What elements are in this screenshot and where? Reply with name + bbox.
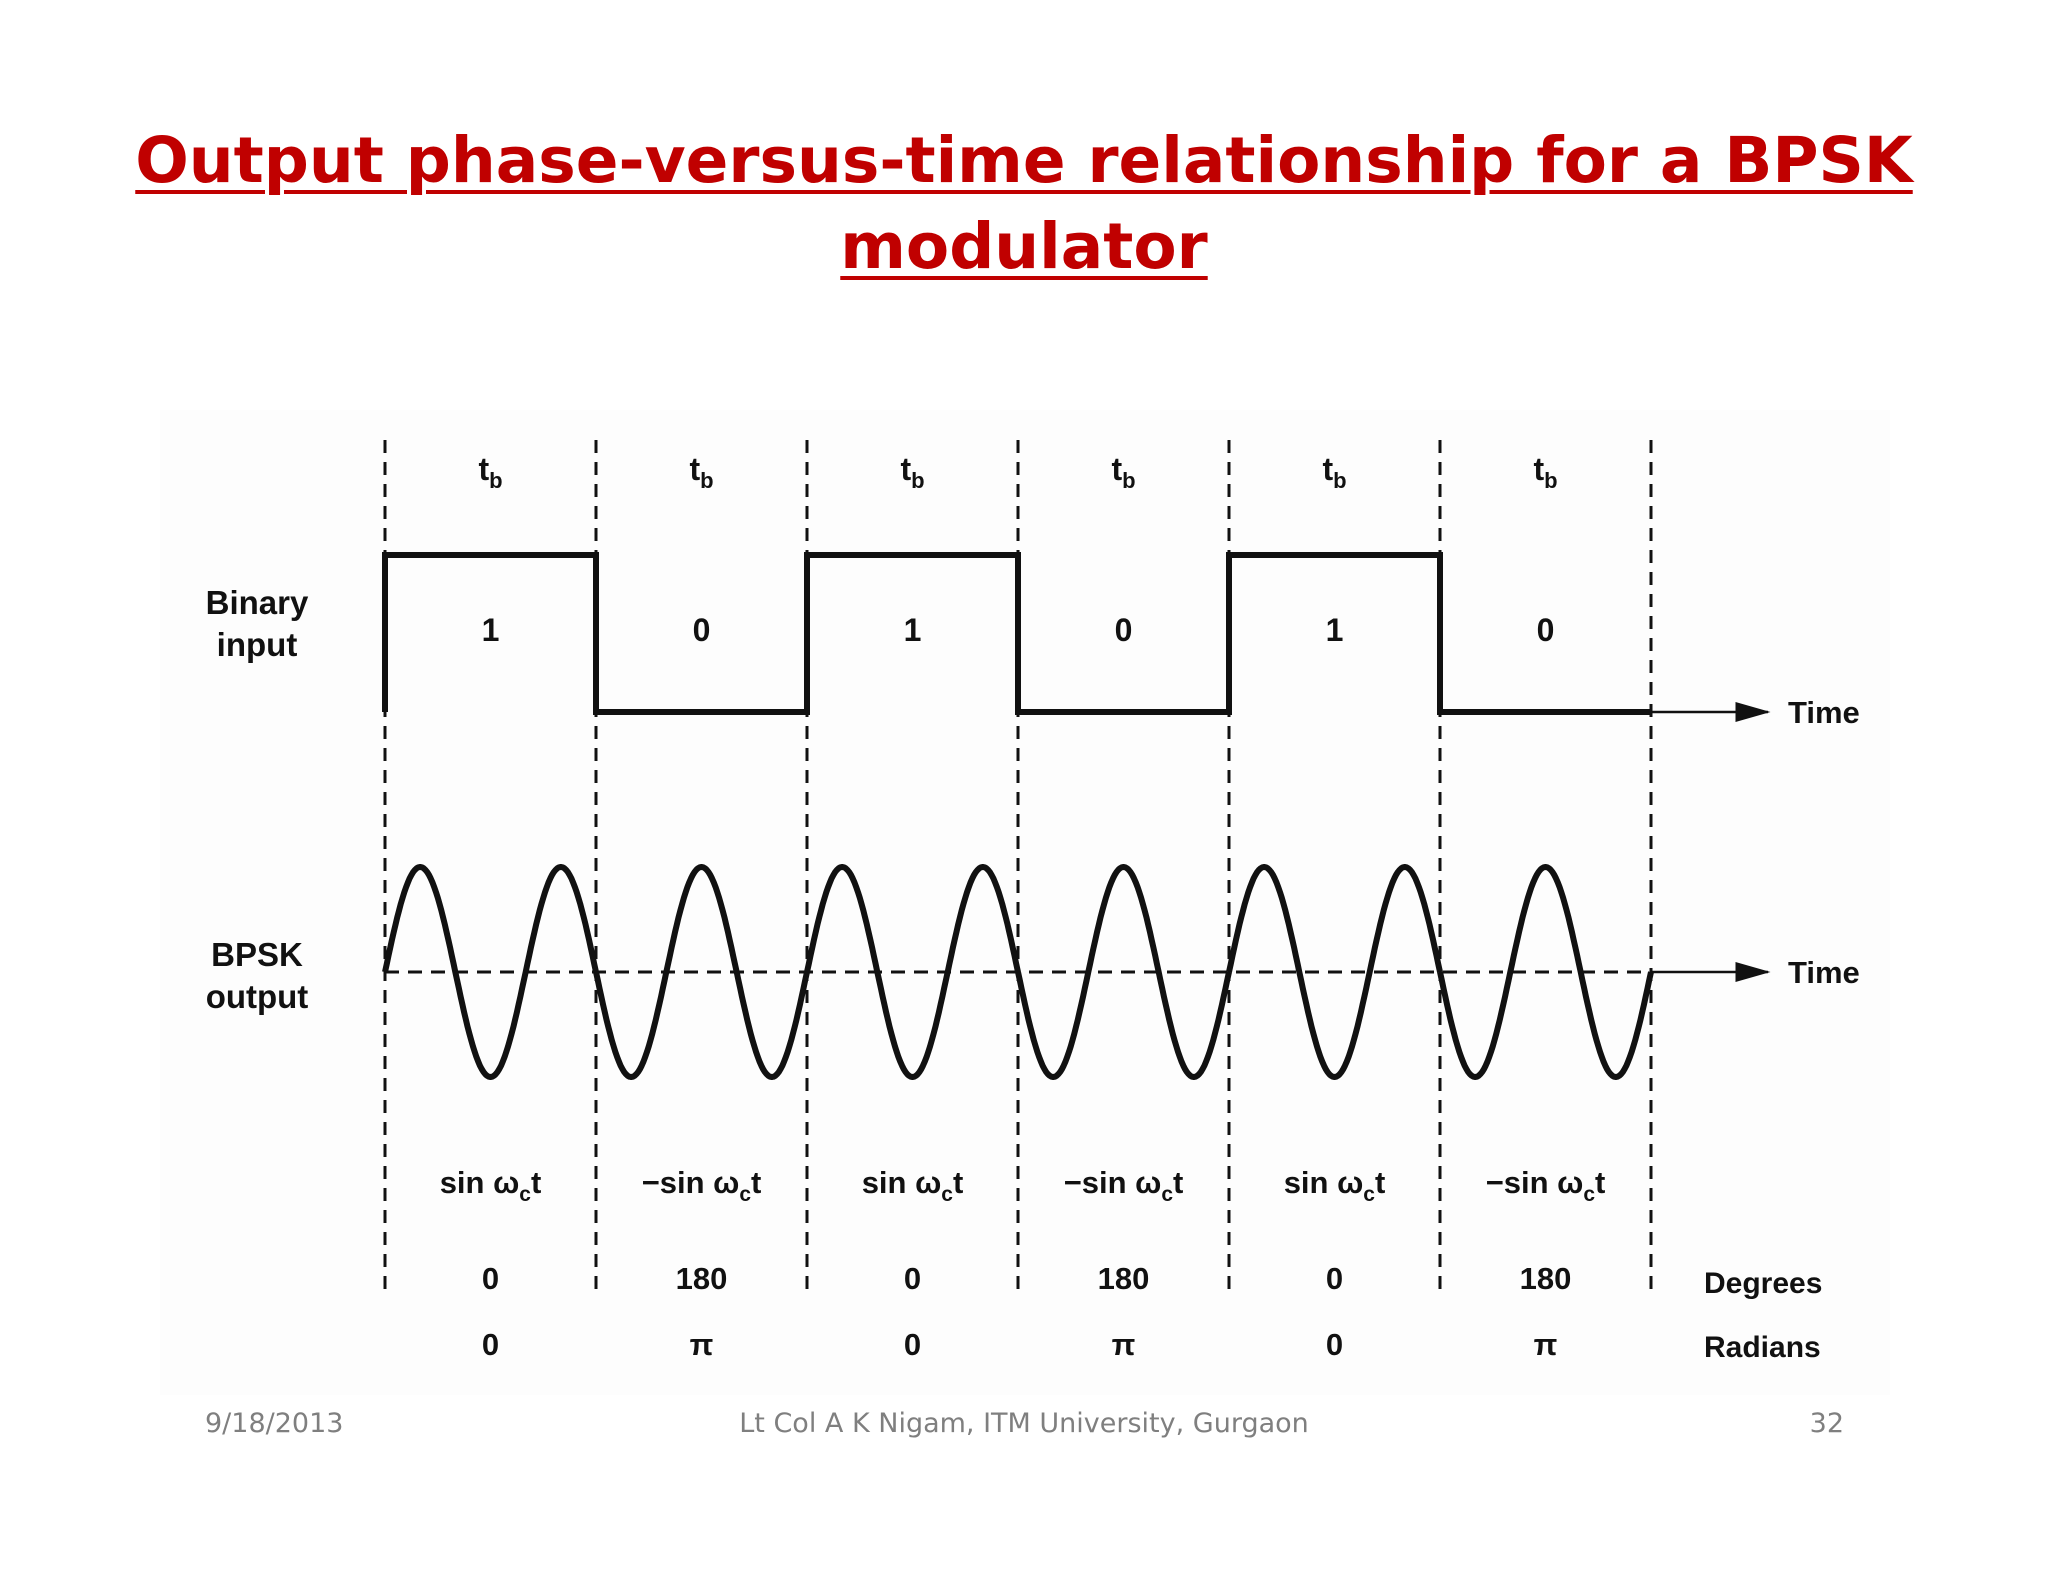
- bpsk-output-label: BPSK: [211, 936, 303, 973]
- phase-radians-value: π: [690, 1327, 714, 1362]
- phase-degrees-value: 180: [1520, 1261, 1572, 1296]
- bit-value-label: 0: [1115, 612, 1133, 648]
- phase-degrees-value: 0: [1326, 1261, 1343, 1296]
- phase-degrees-value: 180: [1098, 1261, 1150, 1296]
- degrees-unit-label: Degrees: [1704, 1267, 1822, 1300]
- bit-value-label: 1: [904, 612, 922, 648]
- signal-expression-label: −sin ωct: [642, 1165, 762, 1206]
- phase-radians-value: 0: [904, 1327, 921, 1362]
- bit-period-label: tb: [1322, 451, 1346, 493]
- bpsk-segment-2: [593, 864, 810, 1080]
- phase-radians-value: 0: [1326, 1327, 1343, 1362]
- radians-unit-label: Radians: [1704, 1331, 1821, 1364]
- phase-radians-value: π: [1534, 1327, 1558, 1362]
- bit-period-label: tb: [1111, 451, 1135, 493]
- bpsk-time-label: Time: [1788, 955, 1860, 990]
- footer-date: 9/18/2013: [205, 1408, 344, 1439]
- phase-radians-value: π: [1112, 1327, 1136, 1362]
- bit-period-label: tb: [1533, 451, 1557, 493]
- phase-degrees-value: 0: [904, 1261, 921, 1296]
- bit-value-label: 1: [1326, 612, 1344, 648]
- signal-expression-label: sin ωct: [1284, 1165, 1386, 1206]
- bit-value-label: 1: [482, 612, 500, 648]
- bit-period-label: tb: [900, 451, 924, 493]
- diagram-panel: [160, 410, 1890, 1395]
- footer-page-number: 32: [1809, 1408, 1844, 1439]
- bpsk-segment-6: [1437, 864, 1654, 1080]
- signal-expression-label: sin ωct: [440, 1165, 542, 1206]
- bit-value-label: 0: [1537, 612, 1555, 648]
- title-line-1: Output phase-versus-time relationship fo…: [135, 124, 1913, 197]
- binary-input-label: input: [217, 626, 298, 663]
- title-line-2: modulator: [840, 210, 1208, 283]
- phase-radians-value: 0: [482, 1327, 499, 1362]
- bpsk-segment-4: [1015, 864, 1232, 1080]
- footer-author: Lt Col A K Nigam, ITM University, Gurgao…: [739, 1408, 1309, 1439]
- bpsk-segment-3: [804, 864, 1021, 1080]
- bpsk-segment-1: [382, 864, 599, 1080]
- phase-degrees-value: 0: [482, 1261, 499, 1296]
- phase-degrees-value: 180: [676, 1261, 728, 1296]
- bit-value-label: 0: [693, 612, 711, 648]
- bpsk-output-label: output: [206, 978, 309, 1015]
- bpsk-segment-5: [1226, 864, 1443, 1080]
- slide-title: Output phase-versus-time relationship fo…: [0, 118, 2048, 290]
- signal-expression-label: sin ωct: [862, 1165, 964, 1206]
- bit-period-label: tb: [689, 451, 713, 493]
- signal-expression-label: −sin ωct: [1486, 1165, 1606, 1206]
- binary-input-waveform: [382, 552, 1651, 715]
- binary-time-label: Time: [1788, 695, 1860, 730]
- bit-period-label: tb: [478, 451, 502, 493]
- binary-input-label: Binary: [206, 584, 309, 621]
- signal-expression-label: −sin ωct: [1064, 1165, 1184, 1206]
